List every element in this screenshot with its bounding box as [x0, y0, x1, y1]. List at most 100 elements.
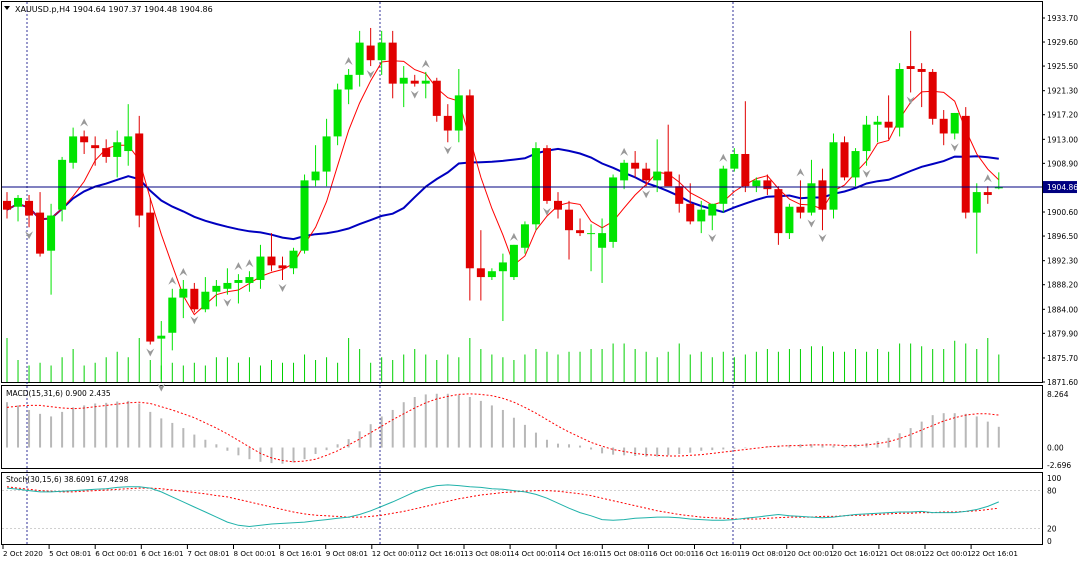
candle-body	[267, 256, 276, 266]
candle	[80, 130, 89, 154]
fractal-up-icon	[719, 153, 728, 162]
collapse-triangle-icon[interactable]	[4, 6, 10, 10]
price-tick-label: 1888.20	[1047, 281, 1078, 290]
time-tick-label: 12 Oct 00:01	[372, 549, 419, 558]
volume-bars	[6, 338, 1000, 382]
candle	[829, 133, 838, 219]
candle	[421, 71, 430, 99]
candle	[884, 95, 893, 140]
stoch-main-line	[6, 484, 999, 528]
candle	[895, 63, 904, 137]
fractal-up-icon	[421, 59, 430, 68]
candle-body	[675, 186, 684, 204]
time-tick-label: 8 Oct 00:01	[234, 549, 276, 558]
candle	[565, 200, 574, 260]
stoch-axis-label: 20	[1047, 524, 1057, 533]
candle-body	[69, 136, 78, 163]
candle	[300, 174, 309, 254]
candle	[609, 174, 618, 248]
price-tick-label: 1921.30	[1047, 87, 1078, 96]
candle-body	[895, 68, 904, 128]
candle-body	[465, 95, 474, 269]
price-tick-label: 1896.50	[1047, 232, 1078, 241]
candle	[245, 271, 254, 292]
candle	[906, 30, 915, 93]
candle-body	[333, 89, 342, 137]
candle-body	[983, 192, 992, 196]
price-tick-label: 1892.30	[1047, 257, 1078, 266]
candle	[719, 165, 728, 213]
candle-body	[664, 171, 673, 187]
candle-body	[212, 285, 221, 292]
candle-body	[950, 112, 959, 134]
candle-body	[509, 244, 518, 278]
candle-body	[917, 68, 926, 72]
time-tick-label: 21 Oct 08:01	[879, 549, 926, 558]
fractal-down-icon	[862, 169, 871, 178]
time-tick-label: 12 Oct 16:01	[418, 549, 465, 558]
candle	[377, 30, 386, 75]
candle	[234, 274, 243, 304]
candle	[818, 168, 827, 231]
candle-body	[278, 265, 287, 269]
candle	[576, 218, 585, 237]
candle	[939, 110, 948, 146]
fractal-down-icon	[146, 348, 155, 357]
candle-body	[565, 209, 574, 231]
chart-title: XAUUSD.p,H4 1904.64 1907.37 1904.48 1904…	[15, 5, 213, 14]
macd-axis-label: -2.696	[1047, 461, 1071, 470]
candle	[432, 77, 441, 122]
candle	[69, 127, 78, 169]
candle-body	[476, 268, 485, 278]
candle	[917, 63, 926, 108]
fractal-down-icon	[818, 234, 827, 243]
candle-body	[377, 42, 386, 61]
candle-body	[14, 197, 23, 207]
candle	[752, 177, 761, 193]
fractal-up-icon	[234, 262, 243, 271]
fractal-up-icon	[179, 268, 188, 277]
candle-body	[520, 224, 529, 248]
candle	[631, 151, 640, 178]
time-tick-label: 6 Oct 16:01	[141, 549, 183, 558]
candle	[950, 112, 959, 140]
candle	[697, 200, 706, 234]
candle	[399, 66, 408, 108]
candle	[873, 115, 882, 143]
candle	[542, 145, 551, 204]
fractal-down-icon	[950, 143, 959, 152]
macd-indicator: 8.264 0.00 -2.696	[6, 390, 1071, 470]
candle	[14, 195, 23, 222]
candle	[124, 104, 133, 166]
price-tick-label: 1875.70	[1047, 354, 1078, 363]
time-tick-label: 5 Oct 08:01	[49, 549, 91, 558]
candle	[212, 280, 221, 307]
stoch-axis-label: 100	[1047, 474, 1062, 483]
candle-body	[653, 171, 662, 181]
candle-body	[818, 180, 827, 210]
candle	[730, 148, 739, 172]
fractal-up-icon	[620, 147, 629, 156]
price-axis: 1933.70 1929.60 1925.50 1921.30 1917.20 1913.…	[1042, 14, 1078, 387]
candle	[157, 321, 166, 380]
candle	[642, 162, 651, 187]
candle	[410, 74, 419, 87]
fractal-down-icon	[157, 383, 166, 392]
fractal-down-icon	[443, 146, 452, 155]
candle-body	[587, 233, 596, 235]
candle	[708, 203, 717, 231]
candle-body	[686, 203, 695, 222]
candle	[862, 115, 871, 166]
fractal-up-icon	[509, 232, 518, 241]
time-tick-label: 14 Oct 00:01	[510, 549, 557, 558]
candle	[135, 115, 144, 228]
candle-body	[719, 168, 728, 204]
candle	[322, 118, 331, 187]
macd-title: MACD(15,31,6) 0.900 2.435	[6, 389, 111, 398]
candle-body	[840, 142, 849, 178]
candle-body	[829, 142, 838, 210]
candle-body	[190, 288, 199, 310]
candles[interactable]	[3, 27, 1003, 380]
